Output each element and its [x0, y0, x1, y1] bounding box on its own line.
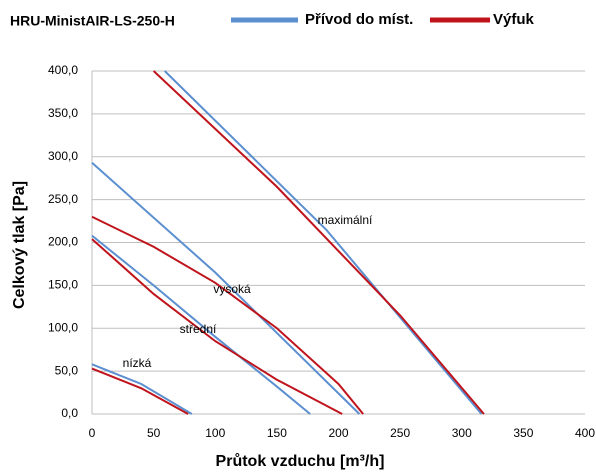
x-tick-label: 0 — [89, 426, 96, 440]
annotation: maximální — [318, 213, 373, 227]
curve — [91, 363, 193, 415]
x-tick-label: 50 — [147, 426, 161, 440]
annotation: střední — [180, 322, 217, 336]
y-tick-label: 150,0 — [48, 278, 78, 292]
curve — [152, 70, 485, 415]
x-tick-label: 400 — [575, 426, 595, 440]
x-tick-label: 100 — [205, 426, 225, 440]
x-tick-label: 150 — [267, 426, 287, 440]
x-tick-label: 350 — [513, 426, 533, 440]
x-tick-label: 250 — [390, 426, 410, 440]
curve — [91, 238, 343, 415]
x-tick-label: 300 — [452, 426, 472, 440]
chart-title: HRU-MinistAIR-LS-250-H — [10, 13, 175, 29]
curve — [91, 162, 361, 415]
y-tick-label: 350,0 — [48, 106, 78, 120]
y-tick-label: 250,0 — [48, 192, 78, 206]
y-tick-label: 200,0 — [48, 235, 78, 249]
curve — [91, 234, 311, 415]
x-tick-label: 200 — [328, 426, 348, 440]
y-tick-label: 0,0 — [61, 406, 78, 420]
curve — [91, 215, 364, 415]
y-tick-label: 100,0 — [48, 320, 78, 334]
y-tick-label: 400,0 — [48, 63, 78, 77]
y-tick-label: 300,0 — [48, 149, 78, 163]
y-tick-label: 50,0 — [55, 363, 79, 377]
annotation: nízká — [123, 356, 152, 370]
curve — [91, 367, 189, 415]
curve — [164, 70, 483, 415]
x-axis-title: Průtok vzduchu [m³/h] — [216, 453, 385, 470]
annotation: vysoká — [213, 282, 251, 296]
y-axis-title: Celkový tlak [Pa] — [11, 181, 28, 309]
legend-label: Přívod do míst. — [305, 11, 413, 28]
legend-label: Výfuk — [493, 11, 535, 28]
